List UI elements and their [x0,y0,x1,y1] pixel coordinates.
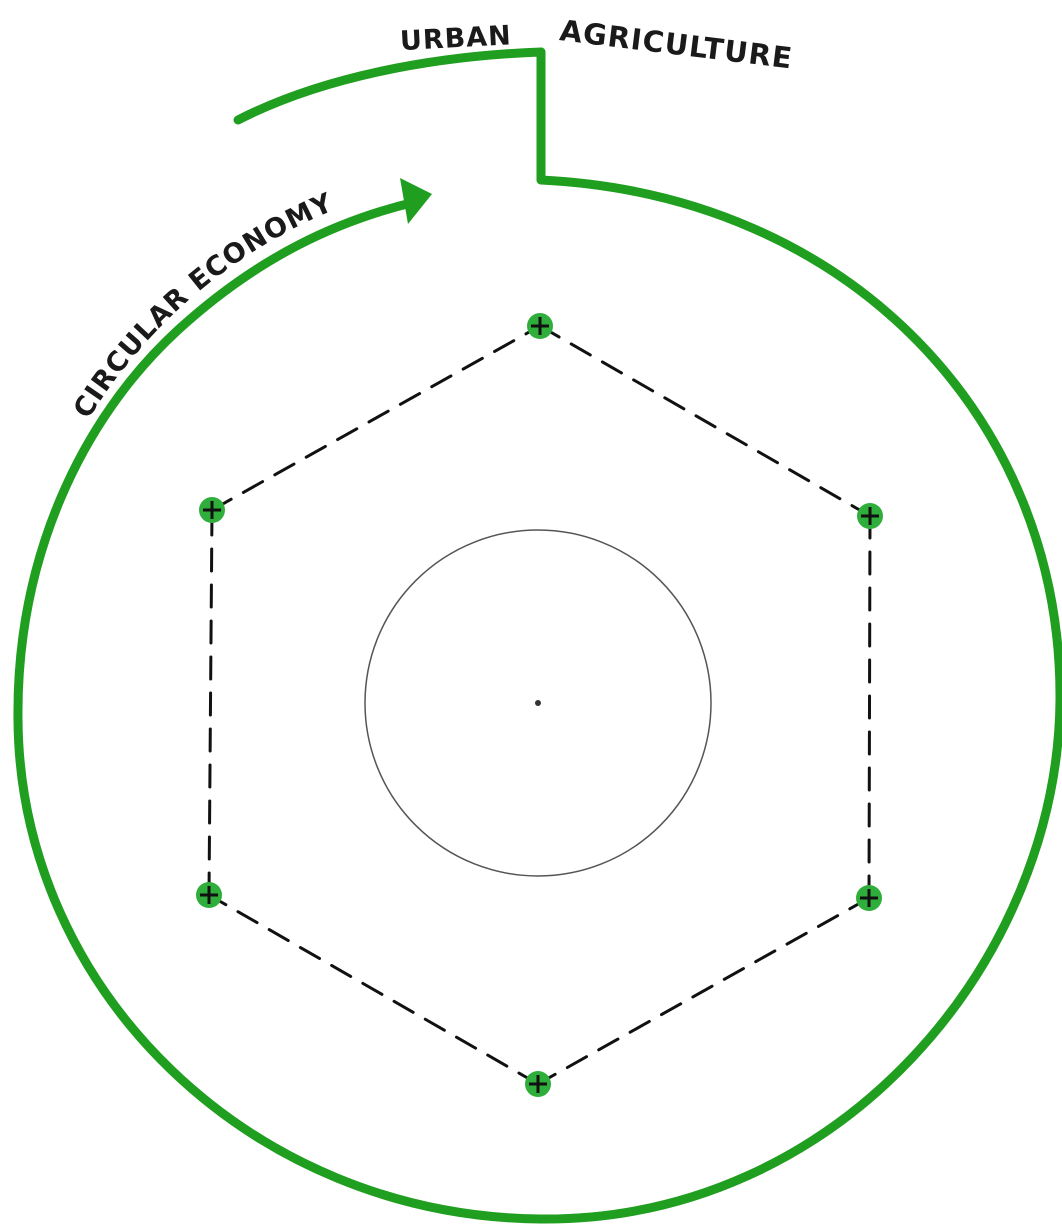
plus-node-icon [527,313,553,339]
plus-node-icon [856,885,882,911]
hex-edge-right [867,514,872,900]
urban-label: URBAN [399,20,512,57]
hex-edge-bottom-left [207,893,540,1086]
agriculture-label: AGRICULTURE [558,13,795,75]
arrow-head-icon [400,178,432,224]
center-dot [535,700,541,706]
hex-edge-left [207,508,214,897]
outer-green-ring [13,175,1062,1224]
plus-node-icon [525,1071,551,1097]
inner-circle [364,529,712,877]
plus-node-icon [857,503,883,529]
hex-edge-top-right [538,324,872,518]
top-green-arc [233,47,546,125]
dashed-hexagon [207,324,872,1086]
hex-edge-bottom-right [536,896,871,1086]
plus-node-icon [196,882,222,908]
plus-node-icon [199,497,225,523]
hex-edge-top-left [210,324,542,512]
